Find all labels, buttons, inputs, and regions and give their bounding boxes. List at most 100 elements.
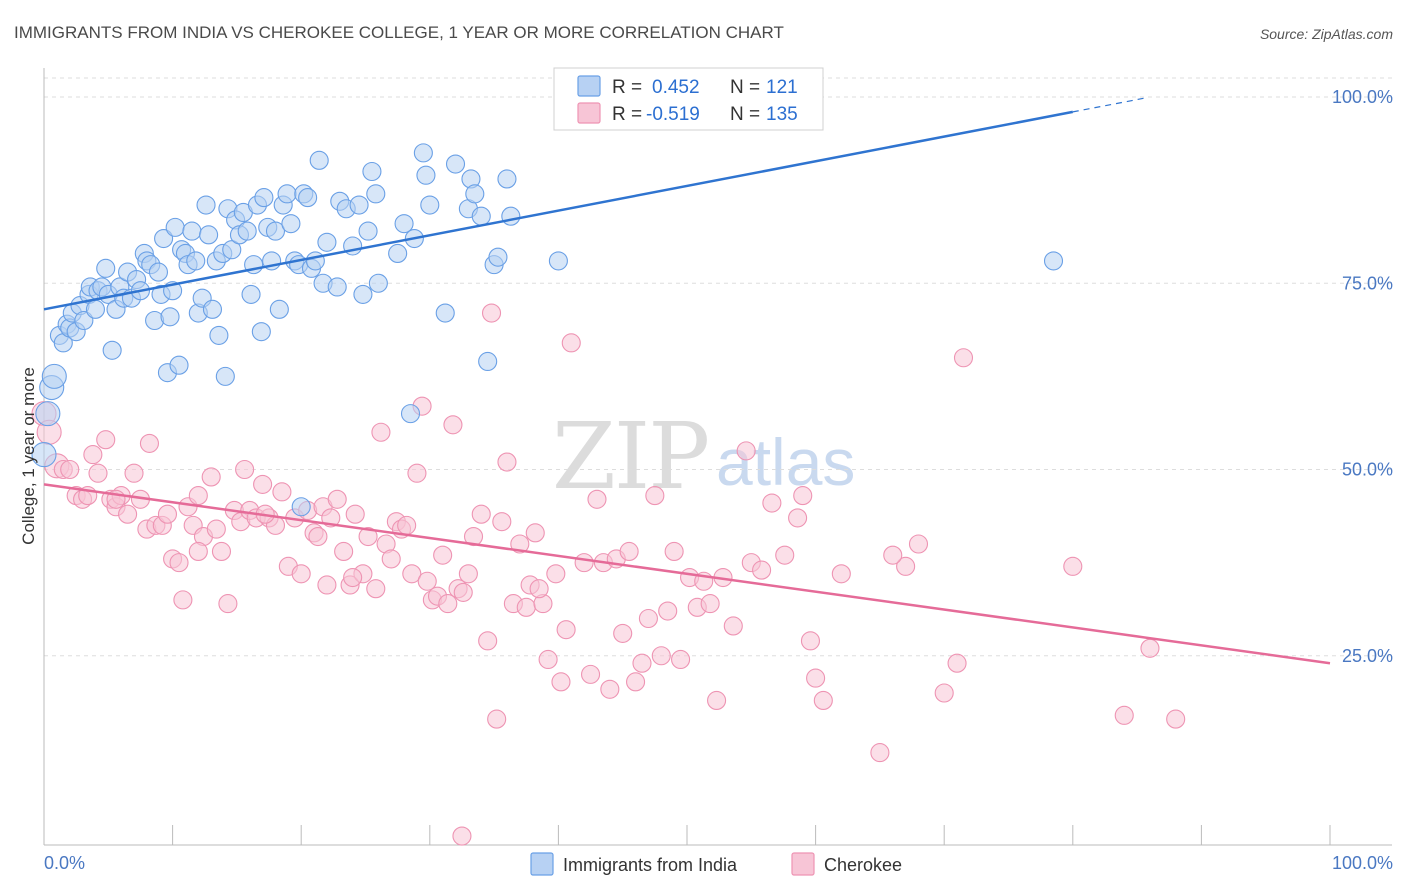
cherokee-point	[452, 826, 472, 846]
cherokee-point	[327, 489, 347, 509]
cherokee-point	[358, 526, 378, 547]
cherokee-point	[613, 623, 633, 643]
india-point	[199, 225, 219, 245]
india-point	[96, 258, 116, 278]
watermark-zip: ZIP	[552, 403, 708, 510]
cherokee-point	[813, 690, 833, 711]
india-point	[265, 221, 286, 241]
cherokee-point	[870, 743, 890, 763]
india-point	[548, 251, 568, 271]
cherokee-point	[397, 515, 417, 535]
india-point	[41, 363, 67, 389]
cherokee-point	[334, 541, 354, 562]
india-point	[215, 366, 235, 386]
watermark-atlas: atlas	[716, 425, 855, 499]
india-point	[362, 161, 382, 182]
india-point	[420, 195, 440, 215]
india-point	[186, 251, 206, 271]
cherokee-point	[638, 608, 658, 629]
cherokee-point	[453, 582, 473, 602]
india-point	[202, 299, 223, 319]
india-point	[165, 217, 185, 237]
india-point	[488, 247, 508, 267]
cherokee-point	[417, 571, 437, 591]
cherokee-point	[253, 474, 273, 494]
bottom-legend-swatch-india	[530, 852, 554, 876]
cherokee-point	[645, 486, 665, 506]
india-point	[269, 299, 289, 319]
cherokee-point	[291, 564, 311, 584]
india-point	[358, 221, 378, 241]
cherokee-point	[908, 534, 929, 554]
cherokee-point	[407, 463, 427, 483]
india-point	[388, 243, 408, 263]
x-tick-label: 0.0%	[44, 853, 85, 873]
cherokee-point	[561, 333, 581, 353]
cherokee-trend-line	[43, 483, 1331, 665]
india-point	[237, 221, 257, 241]
india-point	[254, 188, 274, 208]
chart-source: Source: ZipAtlas.com	[1260, 26, 1393, 42]
bottom-legend-label-cherokee: Cherokee	[824, 855, 902, 875]
cherokee-point	[793, 486, 813, 506]
cherokee-point	[510, 534, 530, 554]
cherokee-point	[492, 512, 512, 532]
bottom-legend-label-india: Immigrants from India	[563, 855, 738, 875]
cherokee-point	[953, 348, 974, 368]
cherokee-point	[124, 463, 144, 483]
india-point	[251, 322, 271, 342]
cherokee-point	[88, 463, 108, 483]
india-point	[148, 262, 169, 282]
bottom-legend-swatch-cherokee	[791, 852, 815, 876]
cherokee-point	[201, 467, 221, 487]
cherokee-point	[831, 564, 851, 584]
cherokee-point	[551, 672, 571, 692]
cherokee-point	[736, 441, 756, 461]
cherokee-point	[188, 486, 208, 506]
cherokee-point	[525, 523, 545, 543]
cherokee-point	[481, 303, 502, 323]
cherokee-point	[762, 493, 782, 513]
india-point	[353, 284, 373, 304]
cherokee-point	[139, 433, 160, 453]
grid-lines	[44, 77, 1392, 657]
legend-n-value-cherokee: 135	[766, 104, 798, 125]
cherokee-point	[546, 564, 566, 584]
cherokee-point	[934, 683, 954, 703]
legend-swatch-india	[577, 75, 601, 97]
india-point	[317, 232, 337, 252]
india-point	[471, 206, 491, 226]
cherokee-point	[516, 597, 536, 617]
cherokee-point	[752, 560, 772, 580]
cherokee-point	[632, 653, 652, 673]
india-point	[277, 184, 297, 204]
cherokee-point	[381, 549, 401, 569]
india-point	[497, 169, 517, 189]
cherokee-point	[529, 579, 549, 599]
india-point	[368, 273, 388, 293]
india-point	[394, 214, 414, 234]
cherokee-point	[700, 594, 720, 614]
india-point	[281, 214, 301, 234]
cherokee-point	[478, 631, 498, 651]
cherokee-point	[883, 545, 903, 565]
legend-r-value-cherokee: -0.519	[646, 104, 700, 125]
cherokee-point	[458, 564, 478, 584]
cherokee-point	[188, 541, 208, 562]
x-tick-label: 100.0%	[1332, 853, 1393, 873]
legend-swatch-cherokee	[577, 102, 601, 124]
cherokee-point	[272, 482, 292, 502]
india-point	[291, 497, 311, 517]
chart-title: IMMIGRANTS FROM INDIA VS CHEROKEE COLLEG…	[14, 23, 784, 42]
cherokee-point	[664, 541, 684, 562]
india-point	[416, 165, 436, 185]
cherokee-point	[471, 504, 491, 524]
cherokee-point	[438, 594, 458, 614]
cherokee-point	[371, 422, 391, 442]
cherokee-point	[366, 579, 386, 599]
cherokee-point	[218, 594, 238, 614]
cherokee-point	[1114, 705, 1134, 725]
cherokee-point	[800, 631, 821, 651]
cherokee-point	[402, 564, 422, 584]
india-point	[222, 240, 242, 260]
